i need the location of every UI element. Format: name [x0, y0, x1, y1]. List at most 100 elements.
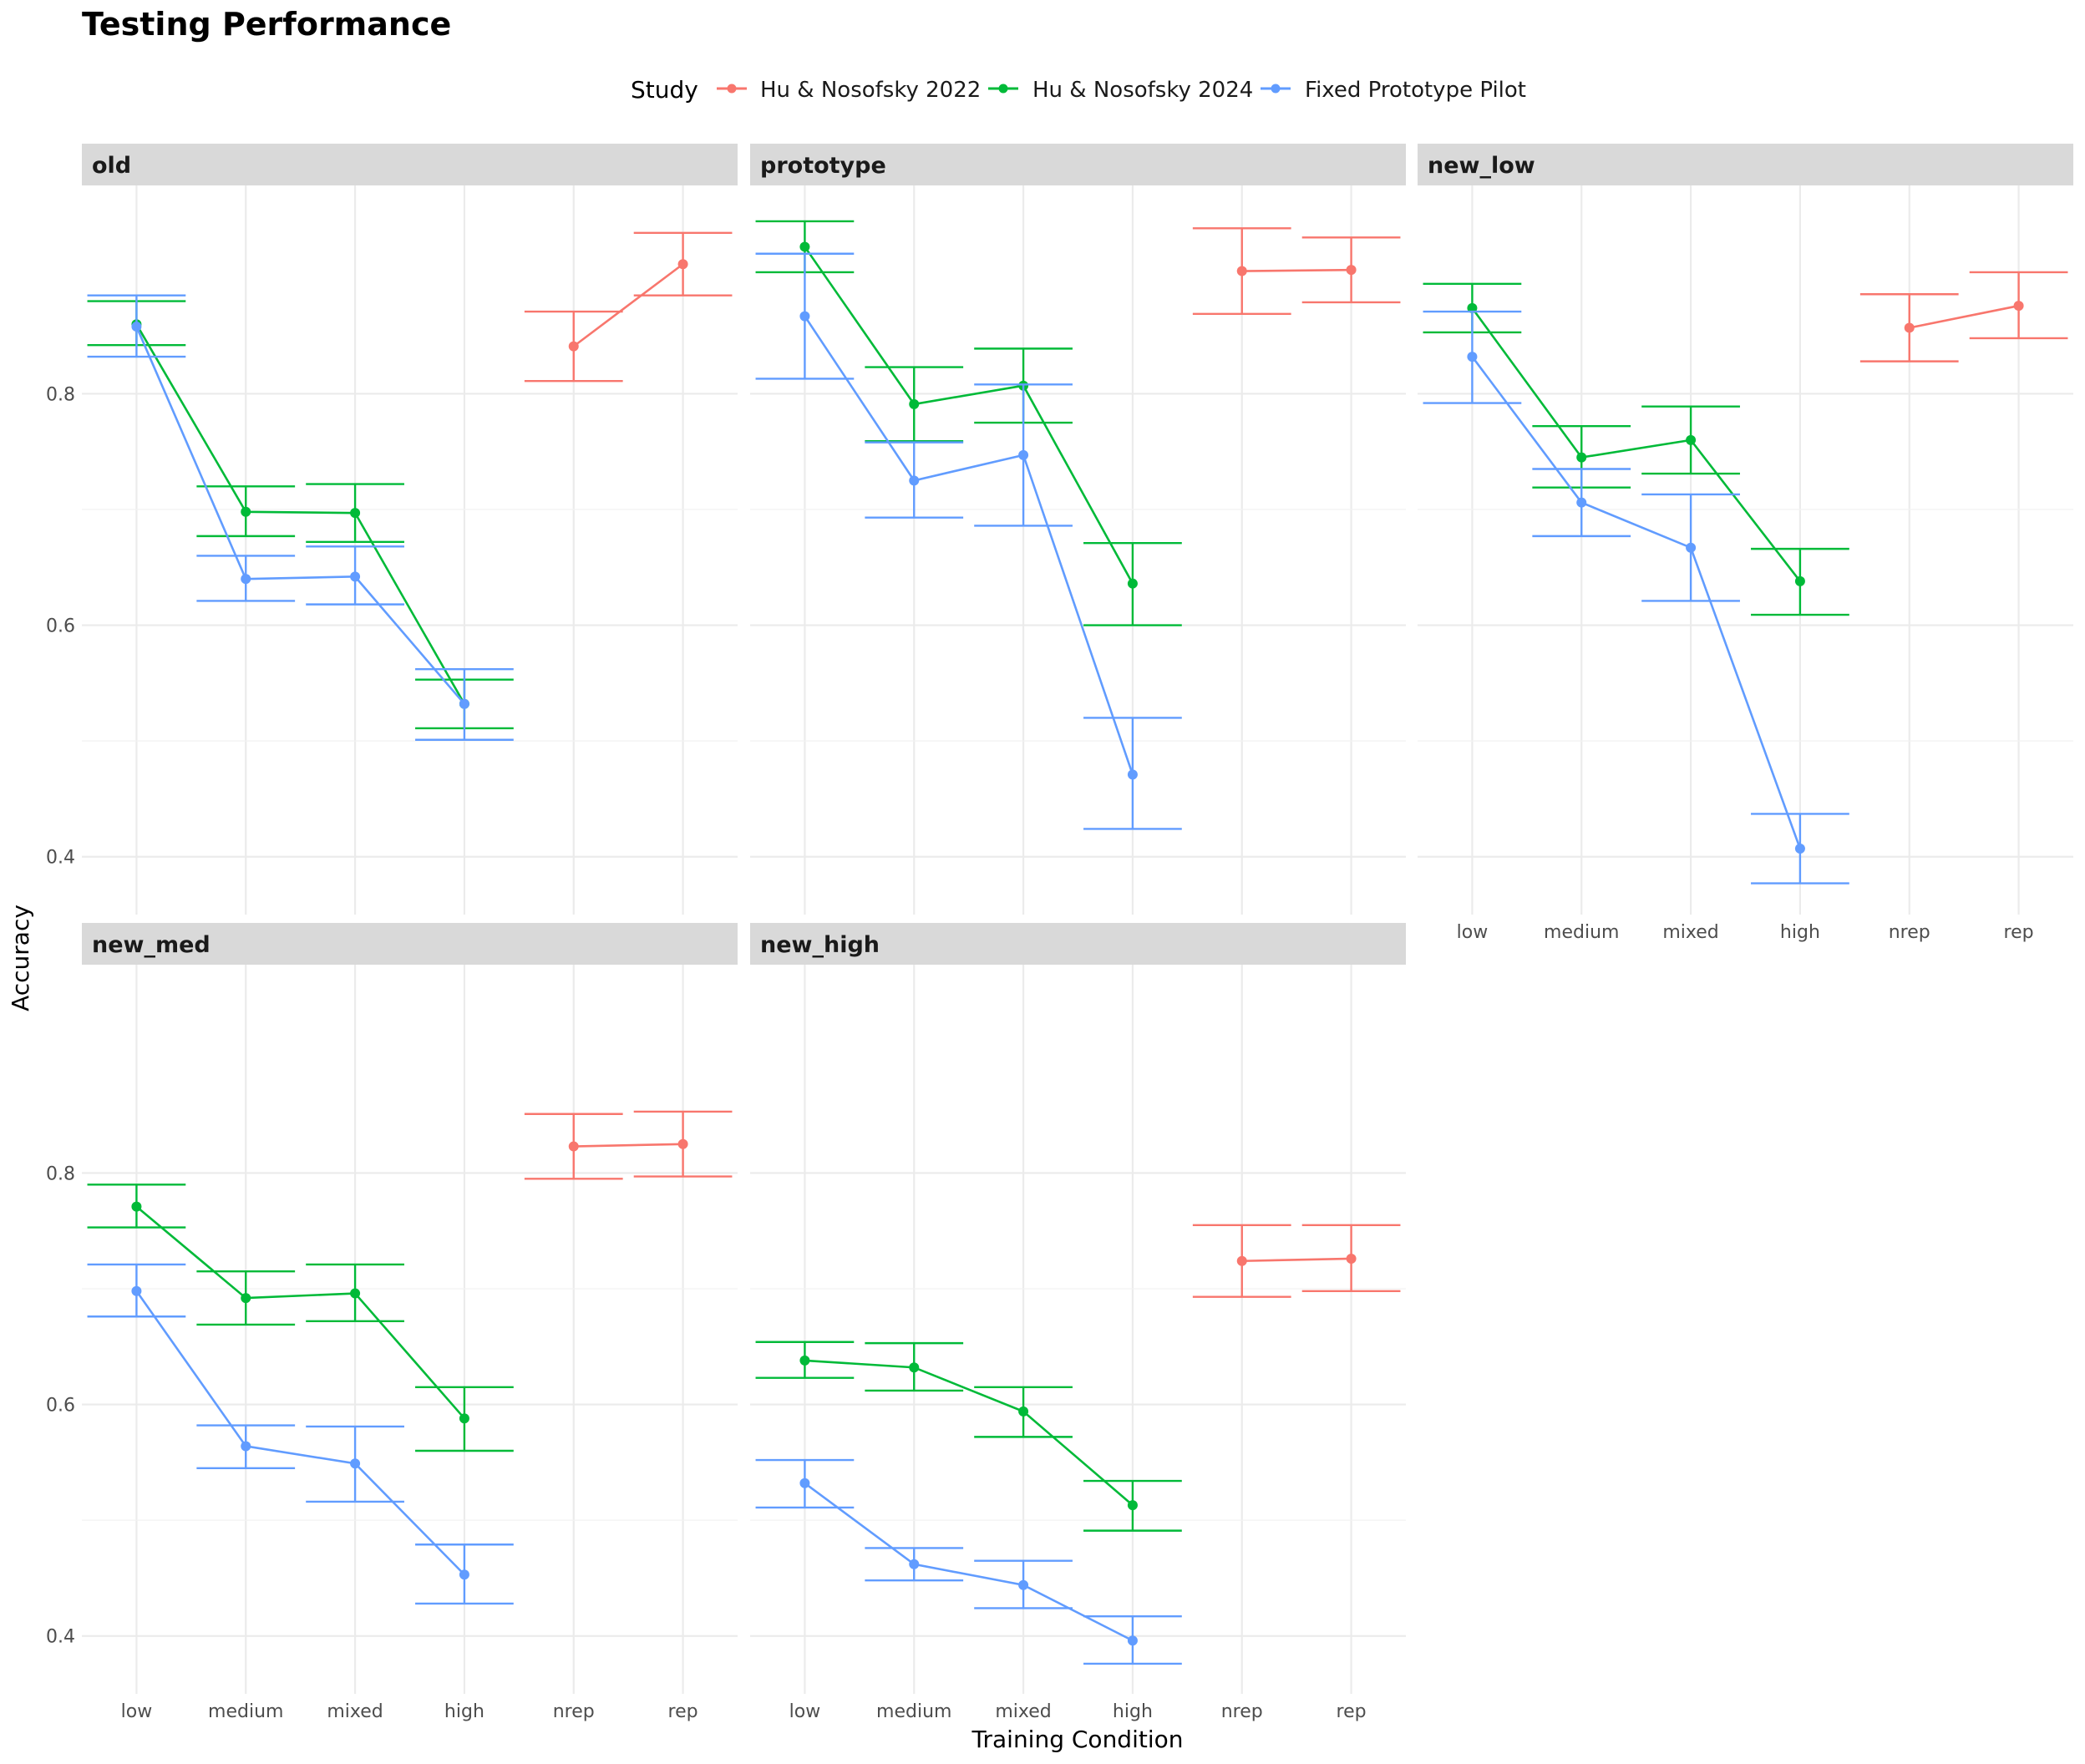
series-fixed-prototype-pilot	[1423, 310, 1849, 885]
facet-strip-label: new_high	[760, 932, 880, 958]
facet-strip	[1418, 144, 2073, 185]
x-tick-label: medium	[1544, 922, 1619, 943]
series-hu-nosofsky-2022	[524, 1110, 733, 1180]
legend-point-hu-nosofsky-2022	[727, 84, 737, 94]
data-point	[1127, 769, 1138, 780]
x-tick-label: mixed	[1662, 922, 1718, 943]
x-tick-label: mixed	[327, 1701, 383, 1722]
chart-title: Testing Performance	[82, 6, 451, 43]
data-point	[568, 341, 579, 352]
x-tick-label: medium	[876, 1701, 951, 1722]
x-tick-label: high	[1780, 922, 1820, 943]
data-point	[241, 1293, 251, 1304]
legend-point-hu-nosofsky-2024	[998, 84, 1008, 94]
data-point	[350, 1458, 361, 1469]
data-point	[1904, 322, 1915, 333]
data-point	[1576, 497, 1587, 508]
facet-strip	[82, 144, 738, 185]
data-point	[909, 398, 920, 409]
legend-title: Study	[631, 76, 698, 104]
data-point	[459, 698, 469, 709]
facet-strip-label: old	[92, 153, 131, 179]
data-point	[1467, 352, 1478, 362]
series-line	[1471, 307, 1801, 582]
data-point	[1686, 434, 1697, 445]
x-tick-label: nrep	[1889, 922, 1930, 943]
data-point	[799, 1355, 810, 1366]
series-hu-nosofsky-2022	[1192, 227, 1401, 316]
data-point	[2013, 301, 2024, 312]
y-tick-label: 0.4	[46, 848, 75, 869]
data-point	[1018, 1579, 1029, 1590]
legend-label-hu-nosofsky-2022: Hu & Nosofsky 2022	[760, 78, 981, 103]
series-hu-nosofsky-2024	[87, 1184, 514, 1452]
y-tick-label: 0.4	[46, 1627, 75, 1648]
x-tick-label: low	[789, 1701, 821, 1722]
x-tick-label: high	[444, 1701, 484, 1722]
data-point	[241, 506, 251, 517]
data-point	[1794, 844, 1805, 854]
x-tick-label: mixed	[995, 1701, 1051, 1722]
series-fixed-prototype-pilot	[87, 1263, 514, 1605]
legend-label-hu-nosofsky-2024: Hu & Nosofsky 2024	[1032, 78, 1253, 103]
data-point	[1794, 575, 1805, 586]
data-point	[1346, 1253, 1357, 1264]
data-point	[131, 1285, 142, 1296]
series-line	[135, 1205, 465, 1420]
x-tick-label: rep	[1337, 1701, 1367, 1722]
series-line	[135, 326, 465, 705]
series-hu-nosofsky-2024	[1423, 282, 1849, 616]
facet-strip-label: new_med	[92, 932, 211, 958]
data-point	[350, 508, 361, 519]
data-point	[1686, 542, 1697, 553]
legend-item-hu-nosofsky-2022: Hu & Nosofsky 2022	[717, 78, 981, 103]
series-fixed-prototype-pilot	[87, 294, 514, 741]
legend-point-fixed-prototype-pilot	[1271, 84, 1281, 94]
x-tick-label: rep	[668, 1701, 698, 1722]
x-tick-label: low	[1457, 922, 1489, 943]
series-fixed-prototype-pilot	[755, 1458, 1182, 1665]
data-point	[1127, 1500, 1138, 1511]
x-tick-label: nrep	[1221, 1701, 1263, 1722]
series-hu-nosofsky-2022	[1859, 271, 2068, 362]
data-point	[1346, 265, 1357, 276]
facet-strip	[750, 923, 1406, 965]
facet-strip	[750, 144, 1406, 185]
data-point	[241, 1441, 251, 1452]
data-point	[459, 1569, 469, 1580]
y-axis-title: Accuracy	[7, 905, 34, 1011]
series-line	[1241, 1257, 1352, 1263]
data-point	[131, 1201, 142, 1212]
series-line	[135, 323, 466, 705]
series-line	[573, 1143, 683, 1148]
series-line	[804, 246, 1134, 585]
series-line	[1241, 268, 1352, 272]
data-point	[1018, 449, 1029, 460]
data-point	[1127, 578, 1138, 589]
data-point	[568, 1141, 579, 1152]
x-tick-label: nrep	[553, 1701, 595, 1722]
data-point	[677, 1138, 688, 1149]
y-tick-label: 0.8	[46, 1163, 75, 1184]
data-point	[1576, 452, 1587, 463]
data-point	[350, 1288, 361, 1299]
series-line	[804, 1482, 1134, 1642]
x-axis-title: Training Condition	[971, 1726, 1184, 1753]
data-point	[241, 574, 251, 585]
data-point	[350, 571, 361, 582]
series-hu-nosofsky-2022	[524, 231, 733, 383]
x-tick-label: rep	[2004, 922, 2034, 943]
legend-label-fixed-prototype-pilot: Fixed Prototype Pilot	[1305, 78, 1526, 103]
facet-strip-label: new_low	[1428, 153, 1535, 179]
series-line	[135, 1290, 465, 1576]
series-line	[1909, 304, 2019, 329]
data-point	[1236, 1255, 1247, 1266]
data-point	[459, 1413, 469, 1424]
facet-new-med: new_med 0.4 0.6 0.8 low medium mixed high nrep re…	[46, 923, 738, 1722]
x-tick-label: medium	[208, 1701, 283, 1722]
data-point	[909, 475, 920, 486]
data-point	[799, 241, 810, 252]
